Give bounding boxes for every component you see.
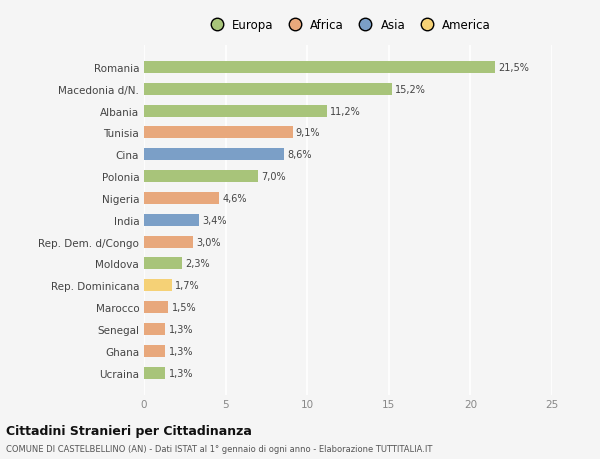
Text: 1,3%: 1,3% xyxy=(169,325,193,334)
Bar xyxy=(144,149,284,161)
Text: 9,1%: 9,1% xyxy=(296,128,320,138)
Bar xyxy=(144,323,165,335)
Text: 21,5%: 21,5% xyxy=(498,63,529,73)
Text: 3,4%: 3,4% xyxy=(203,215,227,225)
Text: COMUNE DI CASTELBELLINO (AN) - Dati ISTAT al 1° gennaio di ogni anno - Elaborazi: COMUNE DI CASTELBELLINO (AN) - Dati ISTA… xyxy=(6,444,433,453)
Bar xyxy=(144,367,165,379)
Bar xyxy=(144,84,392,95)
Bar xyxy=(144,62,495,74)
Bar xyxy=(144,214,199,226)
Text: 11,2%: 11,2% xyxy=(330,106,361,116)
Bar xyxy=(144,127,293,139)
Text: 7,0%: 7,0% xyxy=(262,172,286,182)
Bar xyxy=(144,171,258,183)
Text: 3,0%: 3,0% xyxy=(196,237,221,247)
Text: 1,5%: 1,5% xyxy=(172,302,196,313)
Text: 4,6%: 4,6% xyxy=(223,194,247,203)
Bar xyxy=(144,106,327,118)
Text: 2,3%: 2,3% xyxy=(185,259,209,269)
Bar xyxy=(144,280,172,292)
Bar xyxy=(144,236,193,248)
Text: 15,2%: 15,2% xyxy=(395,84,426,95)
Bar xyxy=(144,192,219,205)
Bar xyxy=(144,258,182,270)
Text: 8,6%: 8,6% xyxy=(287,150,312,160)
Text: 1,7%: 1,7% xyxy=(175,281,200,291)
Text: Cittadini Stranieri per Cittadinanza: Cittadini Stranieri per Cittadinanza xyxy=(6,424,252,437)
Legend: Europa, Africa, Asia, America: Europa, Africa, Asia, America xyxy=(203,17,493,34)
Text: 1,3%: 1,3% xyxy=(169,368,193,378)
Bar xyxy=(144,302,169,313)
Text: 1,3%: 1,3% xyxy=(169,346,193,356)
Bar xyxy=(144,345,165,357)
